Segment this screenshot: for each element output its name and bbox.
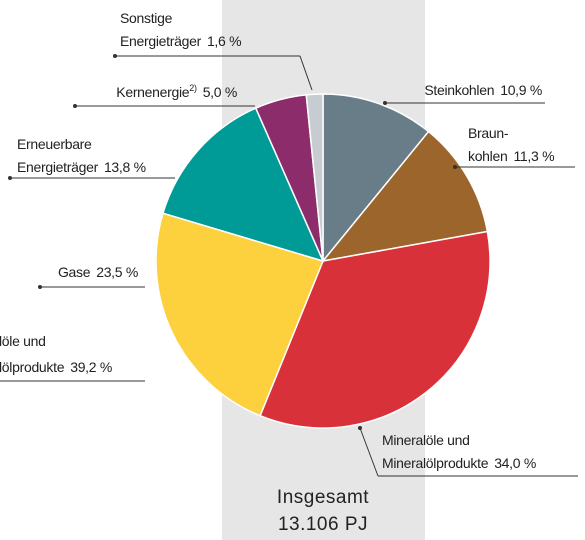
label-name: Energieträger	[17, 159, 99, 175]
pie-slice	[259, 230, 491, 429]
labels: Steinkohlen 10,9 % Braun-kohlen 11,3 % Miner…	[0, 10, 578, 477]
label-name: Sonstige	[120, 10, 173, 26]
leader-dot	[358, 426, 362, 430]
label-name: Energieträger	[120, 33, 202, 49]
label-name: Kernenergie	[116, 84, 189, 100]
annotation-text: lölprodukte	[0, 359, 65, 375]
total-title: Insgesamt	[277, 487, 369, 508]
footnote-mark: 2)	[189, 83, 197, 93]
leader-dot	[38, 285, 42, 289]
leader-dot	[73, 104, 77, 108]
slice-label: kohlen 11,3 %	[468, 148, 554, 164]
value-label: 13,8 %	[104, 159, 146, 175]
leader-dot	[453, 165, 457, 169]
slice-label: Sonstige	[120, 10, 173, 26]
label-name: Mineralölprodukte	[382, 455, 489, 471]
slice-label: Braun-	[468, 125, 509, 141]
pie-slice	[305, 93, 324, 262]
label-name: Gase	[58, 264, 91, 280]
value-label: 34,0 %	[494, 455, 536, 471]
leader-dot	[113, 54, 117, 58]
slice-label: Energieträger 1,6 %	[120, 33, 241, 49]
slice-label: Steinkohlen 10,9 %	[424, 82, 542, 98]
label-name: kohlen	[468, 148, 507, 164]
value-label: 10,9 %	[500, 82, 542, 98]
slice-label: Gase 23,5 %	[58, 264, 138, 280]
annotation: lölprodukte 39,2 %	[0, 359, 112, 375]
pie-slice	[321, 130, 489, 263]
label-name: Braun-	[468, 125, 509, 141]
value-label: 11,3 %	[513, 148, 554, 164]
annotation-text: löle und	[0, 333, 46, 349]
pie	[155, 93, 491, 429]
annotation-value: 39,2 %	[70, 359, 112, 375]
value-label: 5,0 %	[203, 84, 237, 100]
leader-line	[299, 55, 313, 91]
slice-label: Kernenergie2) 5,0 %	[116, 83, 237, 100]
leader-dot	[383, 101, 387, 105]
slice-label: Erneuerbare	[17, 136, 92, 152]
leader-dot	[8, 176, 12, 180]
leader-line	[359, 427, 379, 477]
value-label: 1,6 %	[207, 33, 241, 49]
total-value: 13.106 PJ	[278, 514, 368, 535]
annotation: löle und	[0, 333, 46, 349]
pie-slice	[322, 93, 430, 264]
label-name: Erneuerbare	[17, 136, 92, 152]
label-name: Steinkohlen	[424, 82, 494, 98]
value-label: 23,5 %	[96, 264, 138, 280]
slice-label: Mineralölprodukte 34,0 %	[382, 455, 536, 471]
slice-label: Energieträger 13,8 %	[17, 159, 146, 175]
pie-slice	[155, 212, 325, 417]
slice-label: Mineralöle und	[382, 432, 470, 448]
pie-slice	[162, 107, 325, 263]
label-name: Mineralöle und	[382, 432, 470, 448]
